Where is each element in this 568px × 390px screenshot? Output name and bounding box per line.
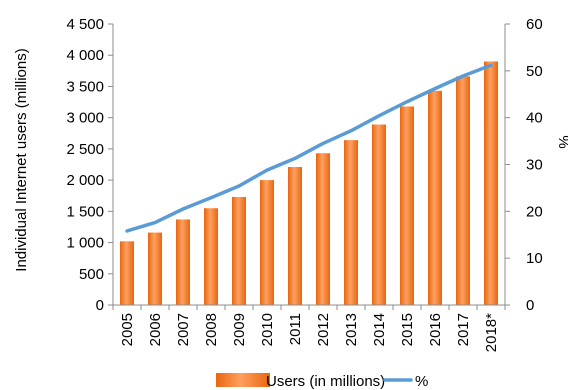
right-tick-label: 0	[526, 297, 534, 314]
left-tick-label: 0	[96, 297, 104, 314]
left-tick-label: 2 500	[66, 141, 104, 158]
y-axis-title: Individual Internet users (millions)	[13, 48, 30, 271]
right-axis-ticks: 0 10 20 30 40 50 60	[526, 16, 543, 314]
x-tick-label: 2011	[287, 313, 304, 345]
x-tick-label: 2017	[455, 313, 472, 346]
bar-2012	[316, 153, 330, 305]
left-tick-label: 2 000	[66, 172, 104, 189]
legend-label-percent: %	[415, 373, 428, 390]
bar-2011	[288, 167, 302, 305]
bar-2010	[260, 180, 274, 305]
x-tick-label: 2008	[203, 313, 220, 346]
left-tick-label: 1 500	[66, 203, 104, 220]
bar-2017	[456, 76, 470, 305]
left-axis-ticks: 0 500 1 000 1 500 2 000 2 500 3 000 3 500 4 000 4…	[66, 16, 104, 314]
x-tick-label: 2015	[399, 313, 416, 346]
x-tick-label: 2013	[343, 313, 360, 346]
left-tick-label: 4 500	[66, 16, 104, 33]
left-tick-label: 4 000	[66, 47, 104, 64]
users-bars	[120, 61, 498, 306]
x-tick-label: 2007	[175, 313, 192, 346]
bar-2008	[204, 208, 218, 305]
bar-2006	[148, 232, 162, 305]
bar-2018*	[484, 61, 498, 305]
y2-axis-title: %	[555, 135, 568, 148]
right-tick-label: 40	[526, 110, 543, 127]
right-tick-label: 50	[526, 63, 543, 80]
x-tick-label: 2009	[231, 313, 248, 346]
legend-label-users: Users (in millions)	[266, 373, 385, 390]
bar-2009	[232, 196, 246, 305]
x-axis-ticks: 2005 2006 2007 2008 2009 2010 2011 2012 2013 2014…	[119, 313, 500, 352]
axes	[108, 23, 510, 310]
x-tick-label: 2012	[315, 313, 332, 346]
bar-2013	[344, 140, 358, 305]
x-tick-label: 2014	[371, 313, 388, 346]
x-tick-label: 2006	[147, 313, 164, 346]
right-tick-label: 10	[526, 250, 543, 267]
left-tick-label: 500	[79, 266, 104, 283]
legend: Users (in millions) %	[216, 373, 428, 390]
bar-2016	[428, 90, 442, 305]
left-tick-label: 3 000	[66, 110, 104, 127]
x-tick-label: 2010	[259, 313, 276, 346]
right-tick-label: 30	[526, 157, 543, 174]
right-tick-label: 20	[526, 203, 543, 220]
x-tick-label: 2005	[119, 313, 136, 346]
left-tick-label: 1 000	[66, 235, 104, 252]
bar-2015	[400, 106, 414, 306]
legend-swatch-users	[216, 373, 270, 387]
percent-line	[125, 63, 493, 233]
right-tick-label: 60	[526, 16, 543, 33]
bar-2005	[120, 241, 134, 305]
left-tick-label: 3 500	[66, 78, 104, 95]
x-tick-label: 2018*	[483, 313, 500, 352]
x-tick-label: 2016	[427, 313, 444, 346]
bar-2007	[176, 219, 190, 305]
bar-2014	[372, 124, 386, 305]
